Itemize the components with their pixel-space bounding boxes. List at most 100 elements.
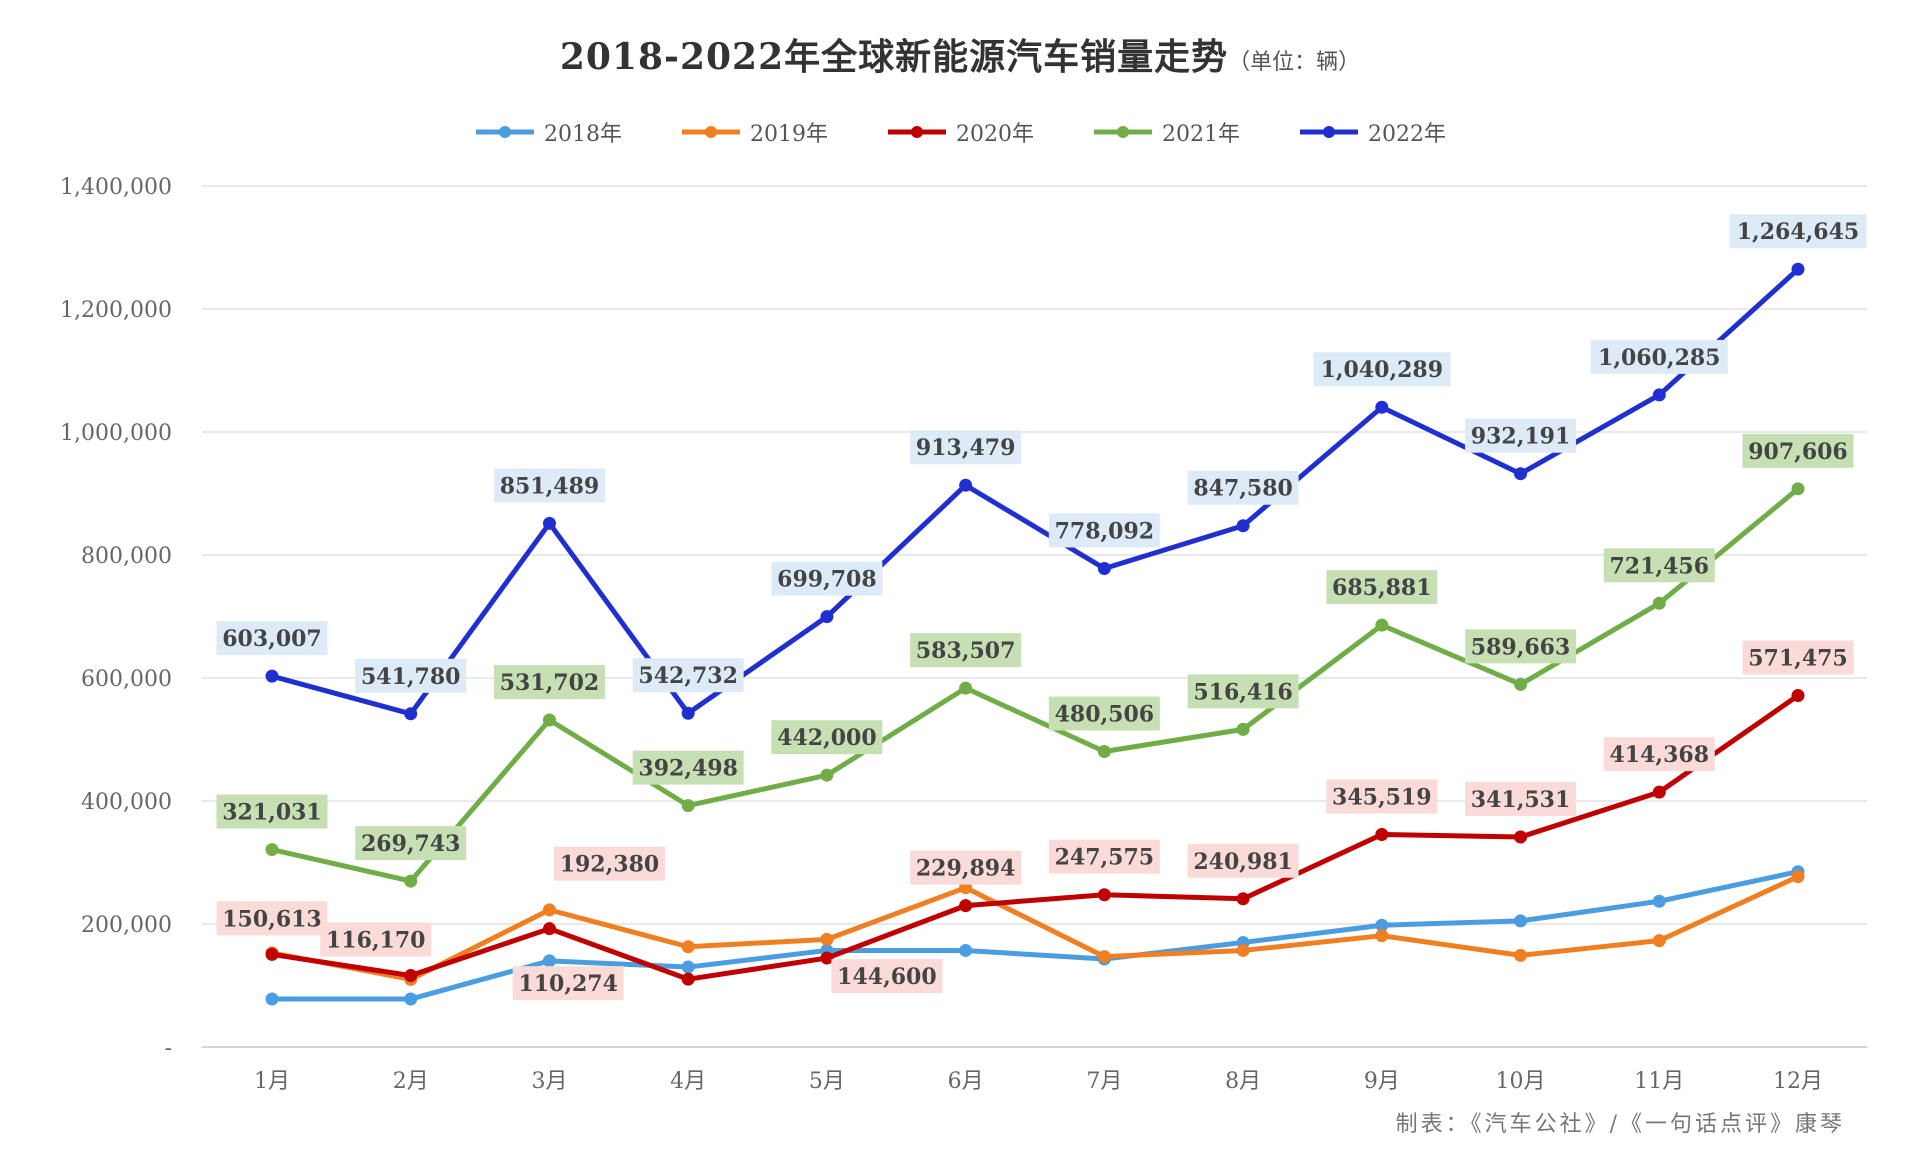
data-point (1514, 830, 1528, 844)
data-point (1236, 519, 1250, 533)
data-label: 321,031 (222, 800, 322, 826)
series-2022年 (265, 262, 1805, 721)
x-tick-label: 4月 (670, 1069, 706, 1094)
legend-marker-icon (1300, 126, 1358, 138)
x-tick-label: 5月 (809, 1069, 845, 1094)
data-point (542, 516, 556, 530)
data-label-bg (1603, 737, 1715, 772)
data-label: 589,663 (1471, 634, 1571, 660)
data-point (1652, 934, 1666, 948)
legend-label: 2022年 (1368, 122, 1446, 147)
data-point (1097, 888, 1111, 902)
y-tick-label: 1,200,000 (60, 298, 172, 323)
x-tick-label: 2月 (393, 1069, 429, 1094)
series-line (271, 267, 1800, 717)
y-tick-label: 1,400,000 (60, 175, 172, 200)
series-line (271, 486, 1800, 884)
data-point (542, 922, 556, 936)
legend-marker-icon (476, 126, 534, 138)
data-point (1514, 914, 1528, 928)
data-point (1236, 722, 1250, 736)
data-point (265, 843, 279, 857)
data-label-bg (1187, 674, 1299, 709)
data-point (820, 610, 834, 624)
data-point (1652, 785, 1666, 799)
data-label: 542,732 (638, 663, 738, 689)
series-2019年 (265, 870, 1805, 986)
data-label-bg (355, 658, 467, 693)
data-point (404, 874, 418, 888)
data-label-bg (910, 430, 1022, 465)
data-label: 1,040,289 (1321, 357, 1443, 383)
data-label: 907,606 (1748, 439, 1848, 465)
data-label: 144,600 (837, 964, 937, 990)
data-point (681, 972, 695, 986)
series-2020年 (265, 689, 1805, 986)
data-label-bg (1465, 629, 1577, 664)
data-label-bg (910, 633, 1022, 668)
data-point (265, 669, 279, 683)
data-point (1236, 892, 1250, 906)
data-point (959, 943, 973, 957)
data-point (1652, 894, 1666, 908)
x-tick-label: 1月 (254, 1069, 290, 1094)
x-tick-label: 6月 (948, 1069, 984, 1094)
data-point (959, 899, 973, 913)
legend-marker-icon (888, 126, 946, 138)
data-label: 116,170 (326, 928, 426, 954)
data-label: 603,007 (222, 626, 322, 652)
data-label: 531,702 (500, 670, 600, 696)
data-point (1375, 929, 1389, 943)
data-label-bg (1048, 696, 1160, 731)
data-label: 699,708 (777, 567, 877, 593)
chart-title-text: 2018-2022年全球新能源汽车销量走势 (559, 36, 1229, 78)
data-label-bg (1465, 418, 1577, 453)
data-label: 778,092 (1055, 518, 1155, 544)
chart-unit: （单位：辆） (1228, 50, 1361, 75)
data-point (1097, 744, 1111, 758)
data-point (1375, 918, 1389, 932)
data-label-bg (1313, 352, 1451, 387)
data-point (959, 681, 973, 695)
series-2021年 (265, 482, 1805, 888)
data-point (1097, 950, 1111, 964)
series-line (271, 693, 1800, 982)
data-point (1791, 262, 1805, 276)
x-tick-label: 9月 (1364, 1069, 1400, 1094)
legend-marker-icon (682, 126, 740, 138)
data-label: 414,368 (1610, 742, 1710, 768)
data-point (542, 713, 556, 727)
data-point (681, 960, 695, 974)
data-label-bg (632, 658, 744, 693)
data-point (1652, 596, 1666, 610)
data-label: 541,780 (361, 664, 461, 690)
data-label-bg (1187, 470, 1299, 505)
data-label: 1,264,645 (1737, 219, 1859, 245)
data-point (1236, 943, 1250, 957)
legend-label: 2021年 (1162, 122, 1240, 147)
data-label-bg (320, 922, 432, 957)
data-label: 847,580 (1193, 476, 1293, 502)
data-point (681, 799, 695, 813)
chart-title: 2018-2022年全球新能源汽车销量走势（单位：辆） (0, 28, 1920, 80)
legend: 2018年 2019年 2020年 2021年 2022年 (0, 116, 1920, 148)
data-label: 913,479 (916, 435, 1016, 461)
data-label-bg (1048, 839, 1160, 874)
data-label: 345,519 (1332, 785, 1432, 811)
data-label-bg (216, 794, 328, 829)
x-tick-label: 12月 (1773, 1069, 1823, 1094)
data-point (1514, 467, 1528, 481)
data-label: 851,489 (500, 473, 600, 499)
data-label: 480,506 (1055, 701, 1155, 727)
x-tick-label: 3月 (531, 1069, 567, 1094)
data-point (1514, 948, 1528, 962)
data-label-bg (512, 966, 624, 1001)
data-point (404, 969, 418, 983)
data-label-bg (493, 665, 605, 700)
data-label: 192,380 (560, 852, 660, 878)
data-point (681, 706, 695, 720)
footer-credit: 制表：《汽车公社》/《一句话点评》康琴 (1395, 1112, 1845, 1137)
y-tick-label: 400,000 (81, 790, 172, 815)
y-tick-label: - (165, 1036, 172, 1061)
